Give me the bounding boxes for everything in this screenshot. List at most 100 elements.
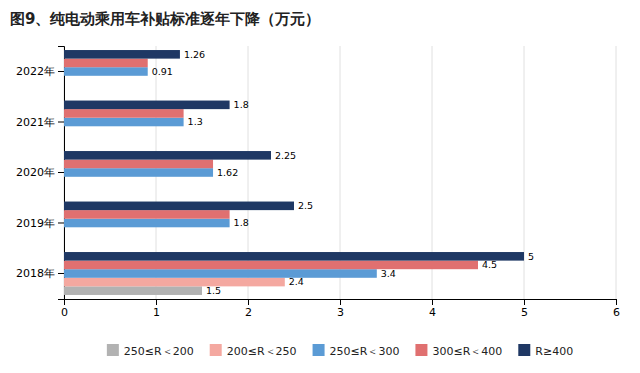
bar (64, 76, 65, 85)
tick: 5 (521, 299, 528, 319)
data-label: 1.26 (184, 49, 205, 60)
tick-label: 2022年 (16, 65, 55, 78)
axis-line (65, 300, 617, 306)
x-axis: 0 1 2 3 4 5 6 (61, 299, 620, 319)
bar (64, 135, 65, 144)
title: 图9、纯电动乘用车补贴标准逐年下降（万元） (10, 10, 320, 28)
data-label: 1.8 (234, 217, 249, 228)
tick-label: 2020年 (16, 166, 55, 179)
tick-label: 1 (153, 306, 160, 319)
legend-label: R≥400 (535, 345, 573, 358)
tick: 3 (337, 299, 344, 319)
bar-series (64, 286, 202, 295)
data-label: 1.62 (217, 167, 238, 178)
bar (64, 160, 213, 169)
tick-mark (58, 122, 64, 123)
bar (64, 286, 202, 295)
bar (64, 126, 65, 135)
data-label: 1.5 (206, 285, 221, 296)
data-label: 2.5 (298, 200, 313, 211)
bar-series (64, 59, 478, 270)
bar (64, 84, 65, 93)
data-label: 2.25 (275, 150, 296, 161)
legend: 250≤R＜200 200≤R＜250 250≤R＜300 300≤R＜400 R≥40… (107, 344, 573, 358)
bar (64, 101, 230, 110)
grid-line (616, 46, 617, 299)
legend-label: 250≤R＜300 (330, 345, 400, 358)
legend-item: 250≤R＜200 (107, 344, 194, 358)
bar-series (64, 50, 524, 261)
tick-mark (58, 71, 64, 72)
axis-line (58, 47, 65, 300)
tick-mark (156, 299, 157, 305)
tick-label: 5 (521, 306, 528, 319)
data-labels: 1.5 2.4 3.4 1.8 1.62 1.3 0.91 4.5 5 2.5 2.25 1.8 1.2… (152, 49, 534, 296)
tick-label: 6 (613, 306, 620, 319)
grid (64, 46, 616, 299)
tick-label: 3 (337, 306, 344, 319)
tick-label: 0 (61, 306, 68, 319)
bars (64, 50, 524, 295)
bar (64, 202, 294, 211)
bar (64, 185, 65, 194)
legend-swatch (415, 344, 427, 356)
legend-item: 300≤R＜400 (415, 344, 502, 358)
data-label: 3.4 (381, 268, 396, 279)
legend-item: R≥400 (518, 344, 573, 358)
chart: 图9、纯电动乘用车补贴标准逐年下降（万元）01234562018年2019年20… (0, 0, 640, 373)
tick-mark (58, 222, 64, 223)
tick-mark (58, 273, 64, 274)
bar-series (64, 278, 285, 287)
bar-series (64, 67, 377, 278)
bar (64, 227, 65, 236)
tick: 6 (613, 299, 620, 319)
tick-mark (58, 172, 64, 173)
tick: 4 (429, 299, 436, 319)
tick: 0 (61, 299, 68, 319)
bar (64, 59, 148, 68)
legend-swatch (107, 344, 119, 356)
tick: 2 (245, 299, 252, 319)
tick: 2019年 (16, 217, 64, 230)
tick: 2022年 (16, 65, 64, 78)
tick-mark (432, 299, 433, 305)
bar (64, 177, 65, 186)
data-label: 0.91 (152, 66, 173, 77)
y-axis: 2018年 2019年 2020年 2021年 2022年 (16, 47, 65, 300)
tick-mark (616, 299, 617, 305)
legend-label: 250≤R＜200 (124, 345, 194, 358)
data-label: 5 (528, 251, 534, 262)
tick-label: 2021年 (16, 116, 55, 129)
tick: 2018年 (16, 267, 64, 280)
bar (64, 50, 180, 59)
legend-swatch (313, 344, 325, 356)
bar (64, 109, 184, 118)
tick-mark (248, 299, 249, 305)
tick-mark (340, 299, 341, 305)
legend-item: 200≤R＜250 (210, 344, 297, 358)
legend-label: 300≤R＜400 (432, 345, 502, 358)
legend-label: 200≤R＜250 (227, 345, 297, 358)
bar (64, 252, 524, 261)
bar (64, 210, 230, 219)
tick-label: 2 (245, 306, 252, 319)
bar (64, 67, 148, 76)
tick: 2021年 (16, 116, 64, 129)
bar (64, 118, 184, 127)
bar (64, 219, 230, 228)
bar (64, 278, 285, 287)
tick-label: 2018年 (16, 267, 55, 280)
bar (64, 261, 478, 270)
legend-swatch (518, 344, 530, 356)
data-label: 1.8 (234, 99, 249, 110)
legend-item: 250≤R＜300 (313, 344, 400, 358)
bar (64, 269, 377, 278)
tick-label: 4 (429, 306, 436, 319)
tick-label: 2019年 (16, 217, 55, 230)
legend-swatch (210, 344, 222, 356)
tick: 2020年 (16, 166, 64, 179)
data-label: 1.3 (188, 116, 203, 127)
data-label: 2.4 (289, 276, 304, 287)
data-label: 4.5 (482, 259, 497, 270)
plot: 0 1 2 3 4 5 6 2018年 2019年 2020年 2021年 2022年 1.5 2.4 3.… (16, 46, 620, 319)
